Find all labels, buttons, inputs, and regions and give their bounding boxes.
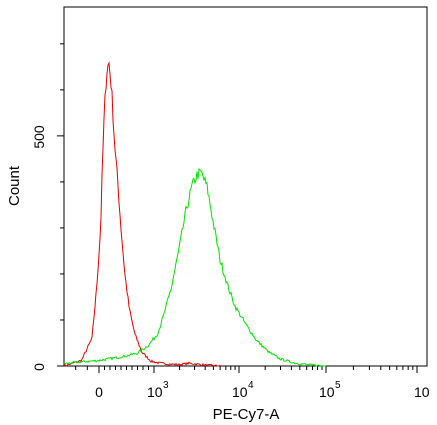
x-tick-label-1e4: 10 xyxy=(232,384,248,400)
x-tick-label-1e3-base: 10 xyxy=(147,384,163,400)
x-tick-labels: 0 10 3 10 4 10 5 10 xyxy=(95,380,430,400)
x-tick-label-1e3: 10 xyxy=(147,384,163,400)
x-tick-label-1e6-base: 10 xyxy=(414,384,430,400)
x-tick-label-1e5-exp: 5 xyxy=(335,380,341,391)
x-tick-label-1e3-exp: 3 xyxy=(163,380,169,391)
x-tick-label-1e5-base: 10 xyxy=(319,384,335,400)
x-tick-label-0: 0 xyxy=(95,384,103,400)
series-layer xyxy=(63,61,326,367)
histogram-series-1 xyxy=(63,61,221,367)
x-tick-label-0-base: 0 xyxy=(95,384,103,400)
y-axis-title: Count xyxy=(6,165,23,206)
y-tick-labels: 0 500 xyxy=(31,125,47,371)
axis-ticks xyxy=(57,43,418,373)
x-tick-label-1e4-exp: 4 xyxy=(248,380,254,391)
plot-frame xyxy=(63,6,428,367)
histogram-series-2 xyxy=(63,168,326,367)
x-tick-label-1e4-base: 10 xyxy=(232,384,248,400)
x-tick-label-1e6: 10 xyxy=(414,384,430,400)
y-tick-label-500: 500 xyxy=(31,125,47,149)
x-tick-label-1e5: 10 xyxy=(319,384,335,400)
x-axis-title: PE-Cy7-A xyxy=(213,406,280,423)
y-tick-label-0: 0 xyxy=(31,363,47,371)
